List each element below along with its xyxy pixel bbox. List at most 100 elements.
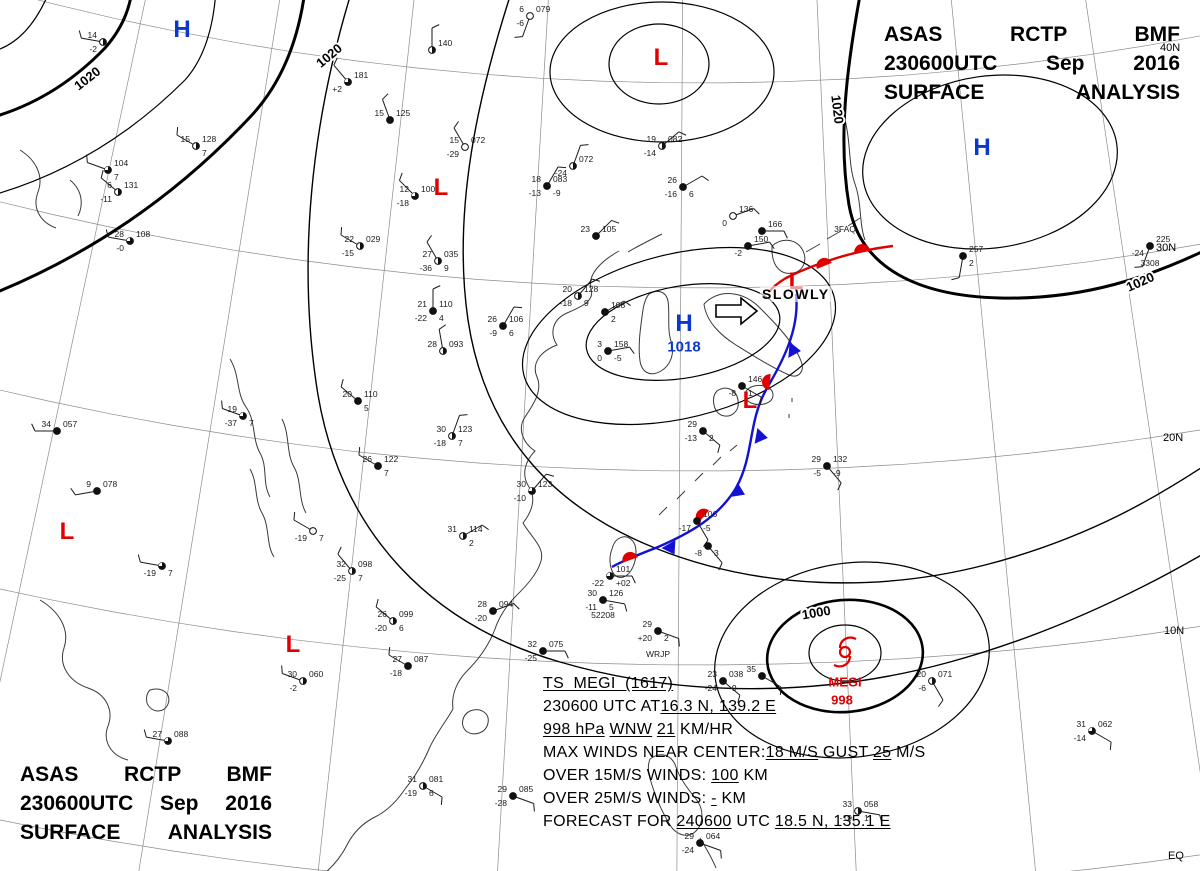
svg-text:7: 7 — [249, 418, 254, 428]
cloud-cover-symbol — [758, 227, 766, 235]
cold-front-symbol — [788, 341, 801, 358]
cloud-cover-symbol — [53, 427, 61, 435]
wind-barb-tick — [388, 646, 391, 656]
svg-text:-9: -9 — [729, 683, 737, 693]
wind-barb-tick — [546, 473, 554, 477]
cloud-cover-symbol — [719, 677, 727, 685]
svg-text:52208: 52208 — [591, 610, 615, 620]
coastline — [39, 599, 129, 761]
svg-text:038: 038 — [729, 669, 743, 679]
svg-text:+2: +2 — [332, 84, 342, 94]
isobar — [714, 561, 990, 759]
wind-barb-tick — [759, 396, 762, 406]
cloud-cover-symbol — [679, 183, 687, 191]
svg-text:-2: -2 — [289, 683, 297, 693]
station-plot: 23 038 -24 -9 — [705, 669, 743, 703]
isobar-label: 1020 — [1124, 269, 1157, 294]
station-plot: 29 -13 2 — [685, 419, 721, 453]
svg-text:27: 27 — [423, 249, 433, 259]
svg-text:9: 9 — [444, 263, 449, 273]
station-plot: 30 060 -2 — [281, 665, 323, 693]
storm-info-line: FORECAST FOR 240600 UTC 18.5 N, 135.1 E — [543, 813, 891, 830]
svg-text:146: 146 — [748, 374, 762, 384]
svg-text:060: 060 — [309, 669, 323, 679]
svg-text:-18: -18 — [560, 298, 573, 308]
station-plot: 20 110 5 — [340, 379, 378, 413]
wind-barb-tick — [31, 423, 36, 432]
svg-text:136: 136 — [739, 204, 753, 214]
wind-barb-tick — [513, 603, 520, 610]
wind-barb-tick — [533, 803, 535, 812]
svg-text:21: 21 — [418, 299, 428, 309]
cold-front-symbol — [754, 427, 768, 444]
cold-front-symbol — [730, 482, 745, 497]
svg-text:257: 257 — [969, 244, 983, 254]
storm-info-line: 998 hPa WNW 21 KM/HR — [543, 721, 734, 738]
wind-barb-tick — [564, 650, 569, 659]
svg-text:150: 150 — [754, 234, 768, 244]
svg-text:-22: -22 — [415, 313, 428, 323]
station-plot: 9 078 — [70, 479, 117, 496]
svg-text:072: 072 — [579, 154, 593, 164]
wind-barb-tick — [769, 241, 775, 250]
svg-text:181: 181 — [354, 70, 368, 80]
coastline — [771, 239, 806, 274]
station-plot: 34 057 — [31, 419, 77, 435]
cloud-cover-symbol — [526, 12, 534, 20]
svg-text:123: 123 — [458, 424, 472, 434]
wind-barb-tick — [137, 554, 141, 563]
svg-text:29: 29 — [812, 454, 822, 464]
cloud-cover-symbol — [543, 182, 551, 190]
wind-barb-tick — [938, 699, 944, 707]
cloud-cover-symbol — [744, 242, 752, 250]
svg-text:33: 33 — [843, 799, 853, 809]
svg-text:101: 101 — [616, 564, 630, 574]
parallel-line — [0, 201, 1200, 289]
svg-text:078: 078 — [103, 479, 117, 489]
svg-text:-13: -13 — [529, 188, 542, 198]
svg-text:166: 166 — [768, 219, 782, 229]
coastline — [249, 468, 275, 558]
isobar — [549, 1, 775, 143]
svg-text:1: 1 — [748, 388, 753, 398]
svg-text:15: 15 — [375, 108, 385, 118]
warm-front-symbol — [816, 257, 832, 269]
svg-text:-9: -9 — [833, 468, 841, 478]
station-plot: 27 087 -18 — [388, 646, 428, 678]
svg-text:125: 125 — [396, 108, 410, 118]
cloud-cover-symbol — [959, 252, 967, 260]
svg-text:-10: -10 — [514, 493, 527, 503]
svg-text:1: 1 — [864, 813, 869, 823]
meridian-line — [0, 0, 146, 683]
meridian-line — [816, 0, 857, 871]
station-plot: 23 105 — [581, 219, 620, 240]
svg-text:31: 31 — [408, 774, 418, 784]
coastline — [713, 387, 739, 417]
wind-barb-tick — [340, 226, 343, 236]
svg-text:087: 087 — [414, 654, 428, 664]
svg-text:2: 2 — [969, 258, 974, 268]
svg-text:2: 2 — [611, 314, 616, 324]
svg-text:088: 088 — [174, 729, 188, 739]
station-plot: 18 083 -13 -9 — [529, 166, 567, 198]
svg-text:6: 6 — [509, 328, 514, 338]
svg-text:27: 27 — [393, 654, 403, 664]
svg-text:-6: -6 — [918, 683, 926, 693]
svg-text:-5: -5 — [813, 468, 821, 478]
meridian-line — [676, 0, 684, 871]
wind-barb-tick — [143, 729, 147, 738]
chart-type: SURFACE ANALYSIS — [884, 81, 1180, 104]
svg-text:158: 158 — [614, 339, 628, 349]
chart-datetime: 230600UTC Sep 2016 — [20, 792, 272, 815]
station-plot: 22 029 -15 — [340, 226, 380, 258]
warm-front-symbol — [854, 244, 871, 254]
wind-barb-tick — [293, 511, 296, 521]
svg-text:225: 225 — [1156, 234, 1170, 244]
svg-text:9: 9 — [584, 298, 589, 308]
svg-text:6: 6 — [429, 788, 434, 798]
meridian-line — [317, 0, 415, 871]
wind-barb-tick — [100, 170, 104, 178]
storm-info-block: TS MEGI (1617) 230600 UTC AT16.3 N, 139.2… — [543, 672, 925, 833]
